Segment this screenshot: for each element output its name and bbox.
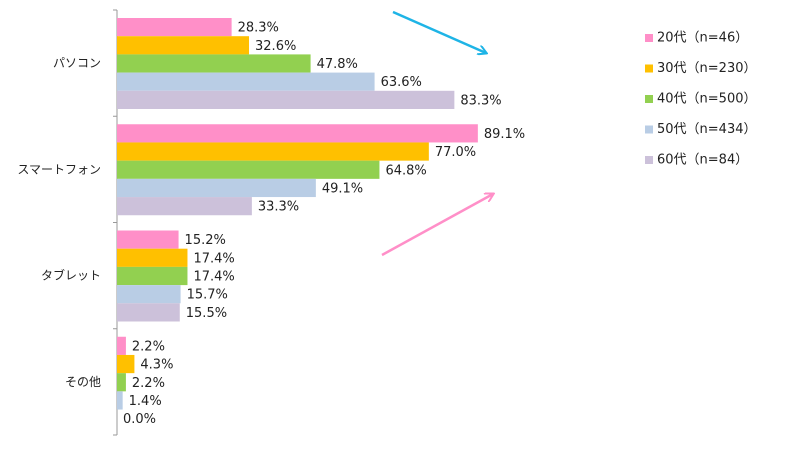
bar [117, 124, 478, 143]
category-label: スマートフォン [17, 162, 101, 176]
arrow [392, 10, 486, 53]
data-label: 83.3% [460, 93, 501, 108]
data-label: 77.0% [435, 145, 476, 160]
data-label: 2.2% [132, 376, 165, 391]
bar [117, 266, 188, 286]
data-label: 64.8% [385, 163, 426, 178]
data-label: 17.4% [193, 270, 234, 285]
legend-label: 60代（n=84） [657, 153, 748, 168]
bar [117, 354, 135, 374]
data-label: 47.8% [317, 57, 358, 72]
data-label: 28.3% [238, 21, 279, 36]
bar [117, 18, 232, 37]
data-label: 4.3% [140, 358, 173, 373]
bar [117, 178, 316, 198]
bar [117, 142, 429, 161]
data-label: 89.1% [484, 127, 525, 142]
data-label: 2.2% [132, 339, 165, 354]
arrow [381, 194, 493, 257]
bar [117, 373, 126, 392]
data-label: 49.1% [322, 181, 363, 196]
legend-swatch [645, 34, 653, 42]
data-label: 33.3% [258, 200, 299, 215]
bar [117, 72, 375, 91]
data-label: 15.5% [186, 306, 227, 321]
legend-label: 40代（n=500） [657, 92, 757, 107]
data-label: 15.2% [185, 233, 226, 248]
bar [117, 230, 179, 249]
data-label: 63.6% [381, 75, 422, 90]
bar [117, 160, 380, 179]
bar [117, 248, 188, 267]
bar [117, 54, 311, 73]
data-label: 17.4% [193, 251, 234, 266]
data-label: 32.6% [255, 39, 296, 54]
bar [117, 391, 123, 410]
category-label: タブレット [41, 268, 101, 283]
legend-swatch [645, 64, 653, 73]
data-label: 15.7% [187, 288, 228, 303]
legend-swatch [645, 125, 653, 134]
bar [117, 303, 180, 322]
bar [117, 197, 252, 216]
legend-label: 30代（n=230） [657, 61, 757, 76]
legend-label: 50代（n=434） [657, 122, 757, 137]
bar [117, 36, 250, 55]
bar [117, 90, 455, 109]
legend-swatch [645, 156, 653, 164]
legend-label: 20代（n=46） [657, 31, 748, 46]
data-label: 1.4% [129, 394, 162, 409]
data-label: 0.0% [123, 412, 156, 427]
bar [117, 285, 181, 304]
category-label: パソコン [53, 56, 101, 70]
legend-swatch [645, 95, 653, 103]
category-label: その他 [65, 375, 101, 389]
bar [117, 336, 126, 355]
